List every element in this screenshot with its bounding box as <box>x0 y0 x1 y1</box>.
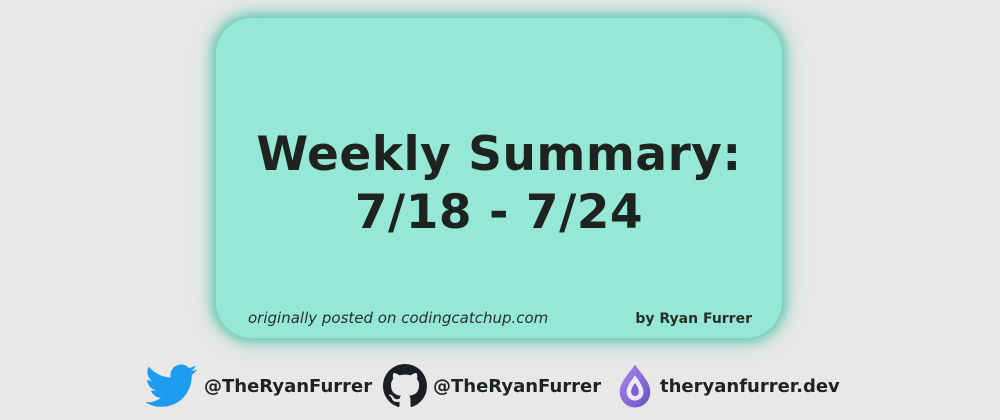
twitter-handle: @TheRyanFurrer <box>204 375 373 397</box>
author-byline: by Ryan Furrer <box>635 311 752 327</box>
website-link[interactable]: theryanfurrer.dev <box>616 362 840 410</box>
title-line-1: Weekly Summary: <box>256 127 742 182</box>
drop-logo-icon <box>619 364 651 408</box>
summary-card: Weekly Summary: 7/18 - 7/24 originally p… <box>216 18 782 338</box>
github-link[interactable]: @TheRyanFurrer <box>383 362 601 410</box>
title-line-2: 7/18 - 7/24 <box>354 185 644 240</box>
page-title: Weekly Summary: 7/18 - 7/24 <box>216 126 782 242</box>
github-octocat-icon <box>383 364 427 407</box>
twitter-bird-icon <box>146 364 198 407</box>
website-url: theryanfurrer.dev <box>660 375 840 397</box>
github-handle: @TheRyanFurrer <box>433 375 602 397</box>
source-note: originally posted on codingcatchup.com <box>248 309 549 327</box>
twitter-link[interactable]: @TheRyanFurrer <box>146 362 372 410</box>
